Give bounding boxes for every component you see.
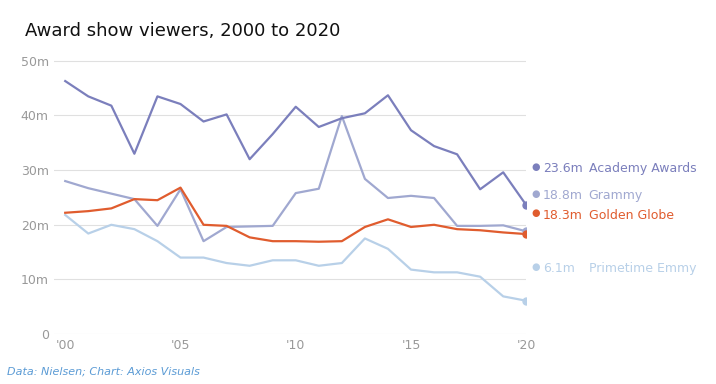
Text: 6.1m: 6.1m	[543, 262, 575, 275]
Text: ●: ●	[531, 208, 540, 218]
Text: Data: Nielsen; Chart: Axios Visuals: Data: Nielsen; Chart: Axios Visuals	[7, 366, 200, 376]
Text: 23.6m: 23.6m	[543, 162, 583, 175]
Text: 18.3m: 18.3m	[543, 209, 583, 222]
Text: Award show viewers, 2000 to 2020: Award show viewers, 2000 to 2020	[25, 22, 341, 40]
Text: Primetime Emmy: Primetime Emmy	[589, 262, 696, 275]
Text: ●: ●	[531, 262, 540, 272]
Text: 18.8m: 18.8m	[543, 189, 583, 202]
Text: Golden Globe: Golden Globe	[589, 209, 674, 222]
Text: ●: ●	[531, 162, 540, 172]
Text: Academy Awards: Academy Awards	[589, 162, 696, 175]
Text: ●: ●	[531, 189, 540, 199]
Text: Grammy: Grammy	[589, 189, 643, 202]
